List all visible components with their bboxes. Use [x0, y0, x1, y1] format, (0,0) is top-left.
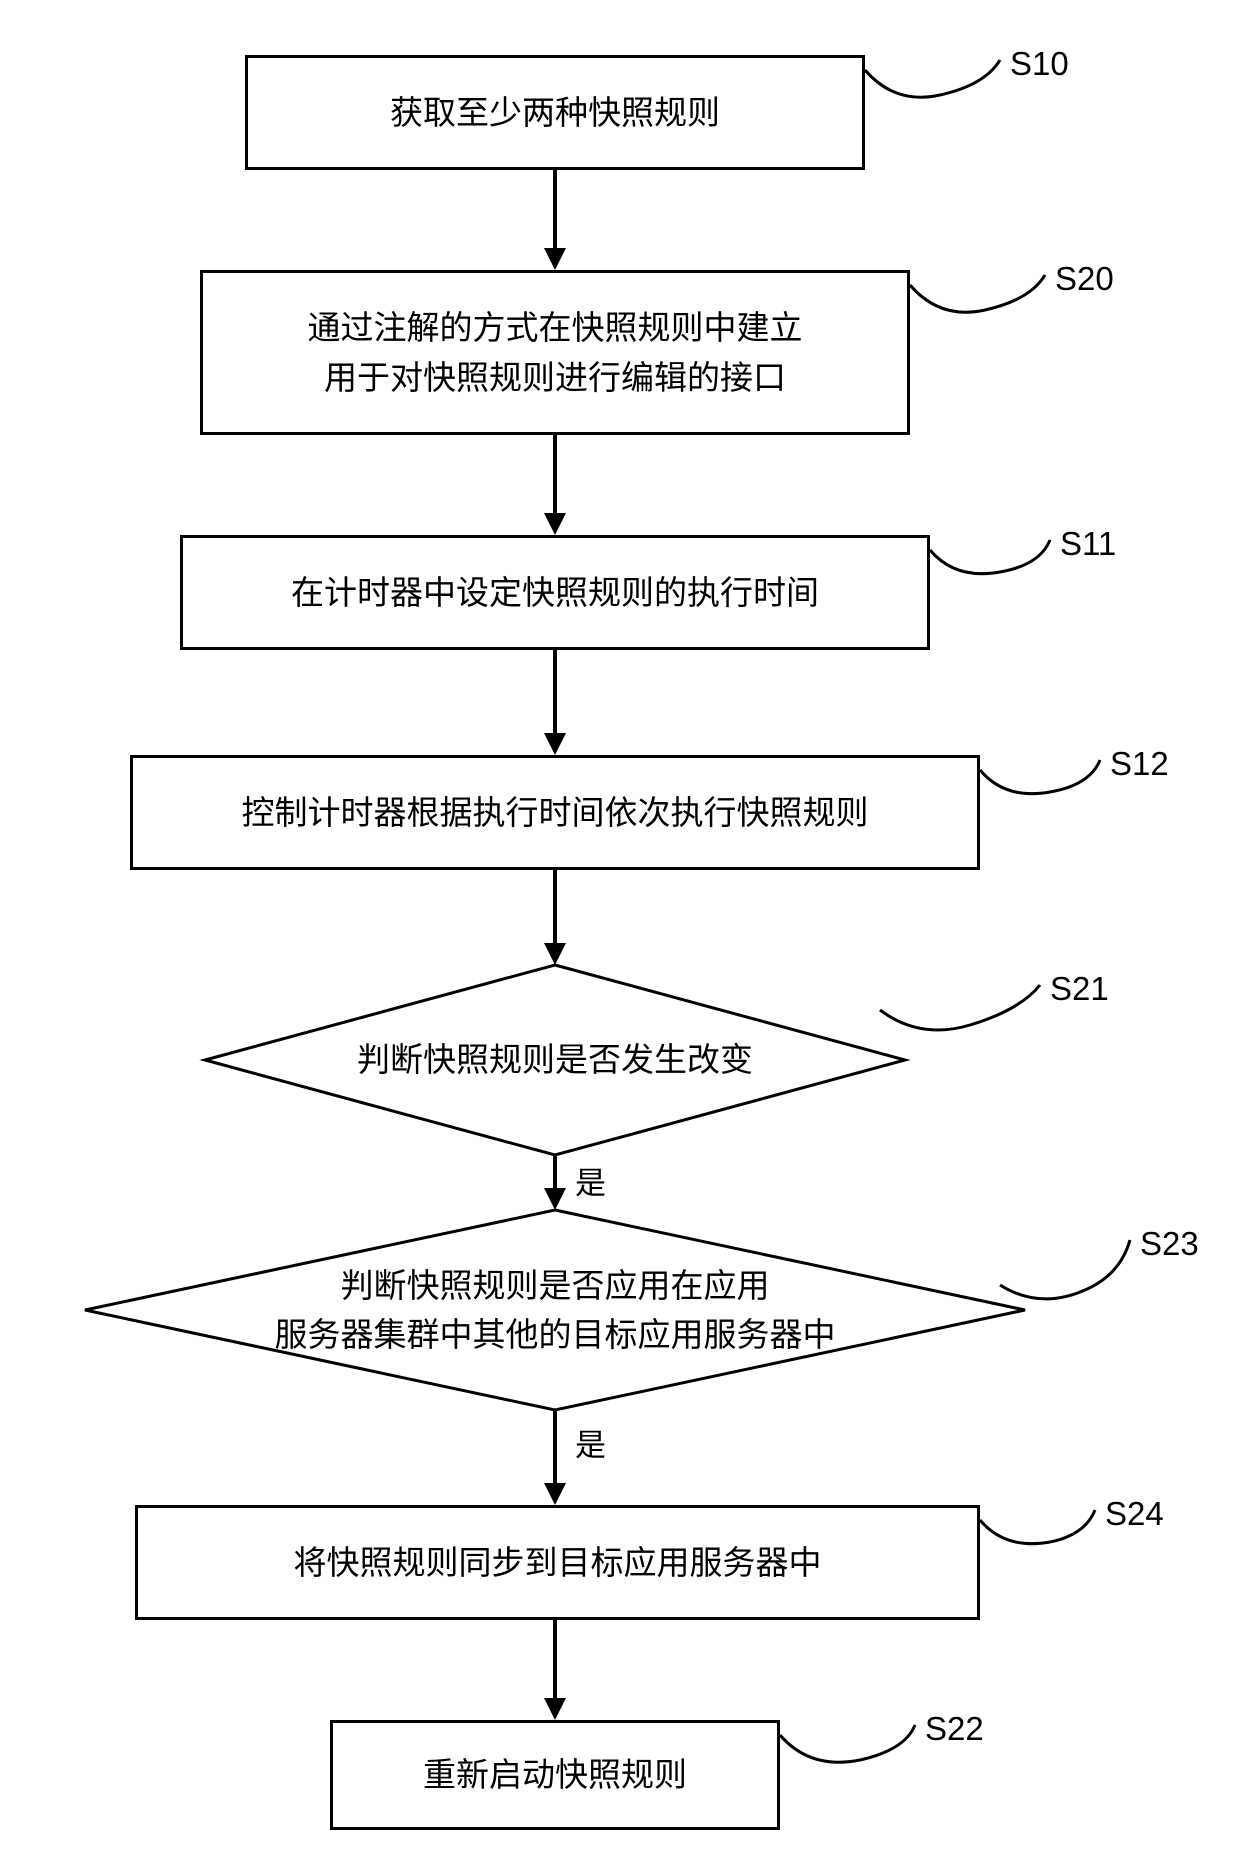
connector-s10 [0, 0, 1240, 1873]
flowchart-canvas: 获取至少两种快照规则 S10 通过注解的方式在快照规则中建立用于对快照规则进行编… [0, 0, 1240, 1873]
